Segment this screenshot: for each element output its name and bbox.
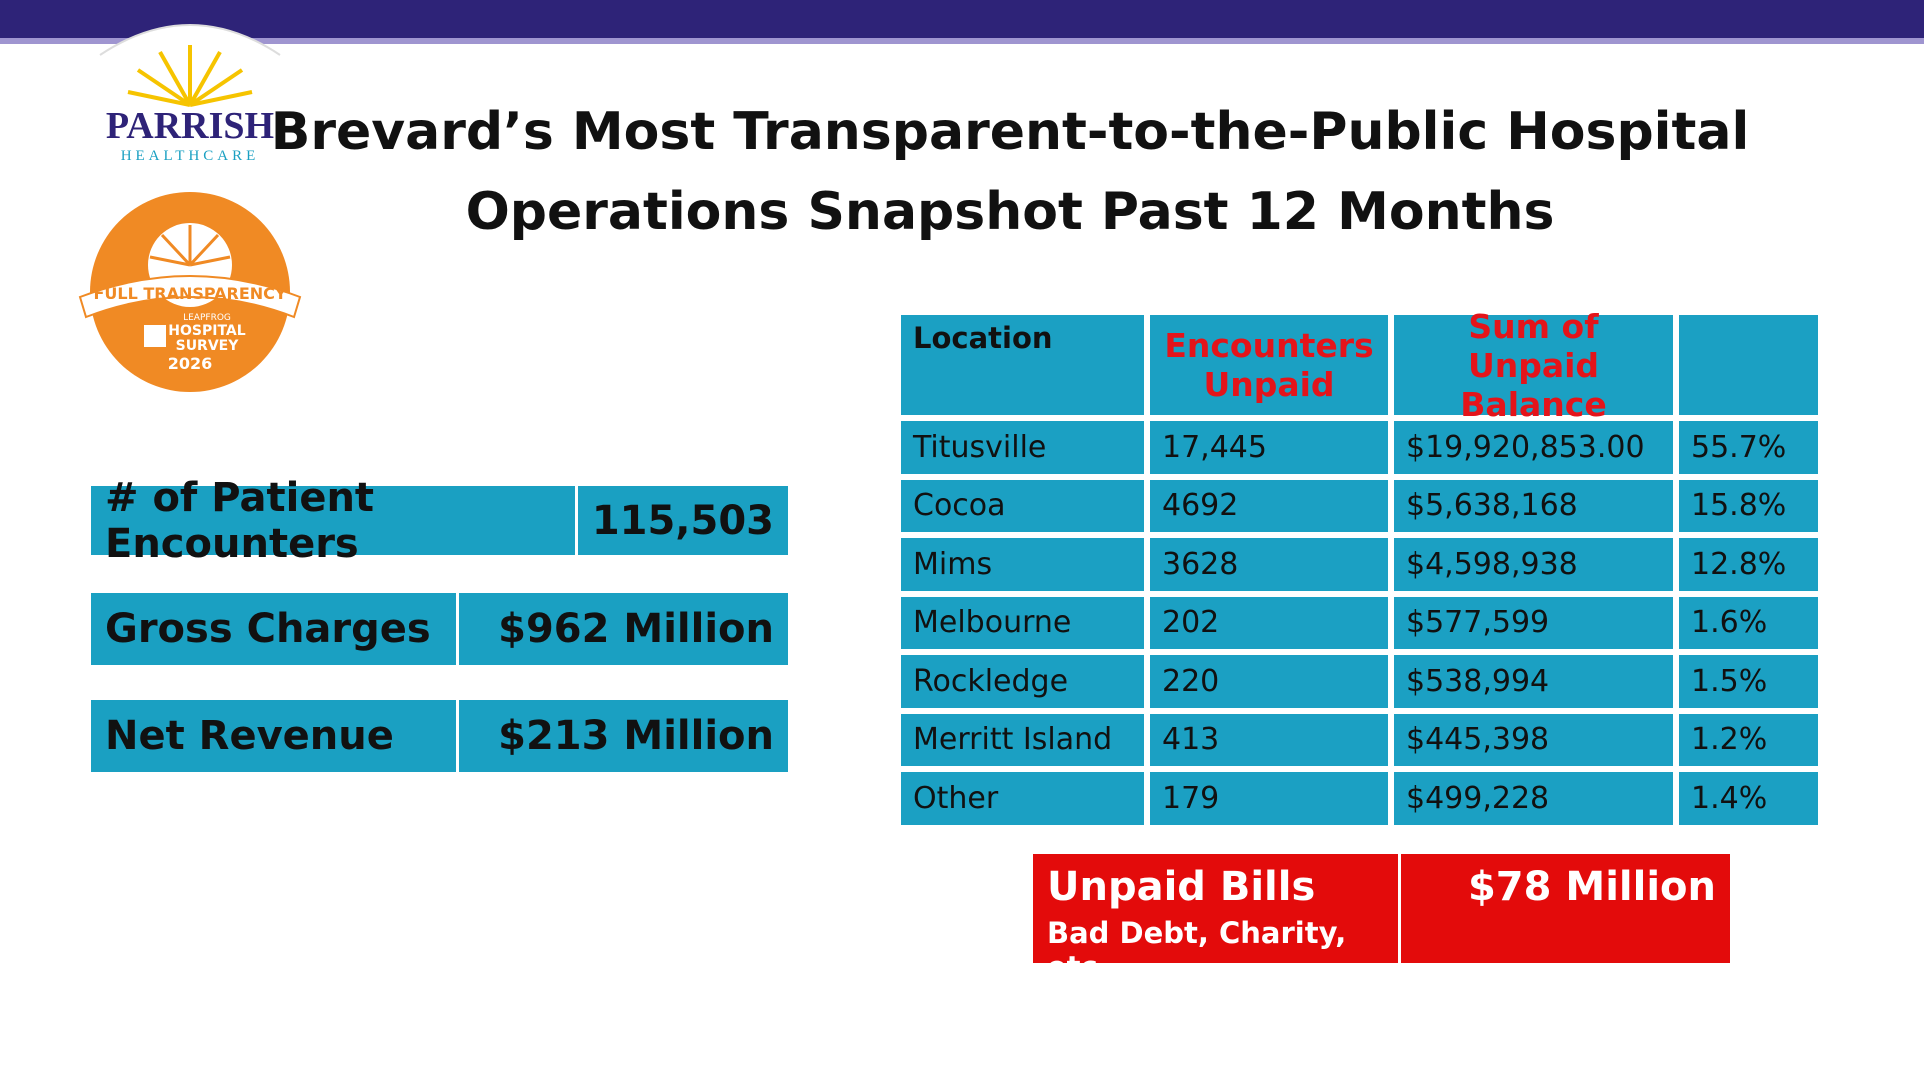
badge-line1: HOSPITAL: [168, 323, 245, 339]
table-cell: Rockledge: [898, 652, 1147, 711]
badge-org: LEAPFROG: [183, 313, 231, 323]
table-cell: 413: [1147, 710, 1391, 769]
table-cell: 1.2%: [1676, 710, 1821, 769]
table-cell: 1.6%: [1676, 593, 1821, 652]
table-header: Sum of Unpaid Balance: [1391, 307, 1676, 424]
table-cell: $499,228: [1391, 769, 1676, 828]
table-cell: 17,445: [1147, 418, 1391, 477]
table-cell: Melbourne: [898, 593, 1147, 652]
unpaid-sublabel: Bad Debt, Charity, etc.: [1047, 916, 1347, 984]
table-cell: $4,598,938: [1391, 535, 1676, 594]
metric-label: Net Revenue: [91, 700, 459, 772]
unpaid-value: $78 Million: [1467, 864, 1716, 910]
badge-year: 2026: [168, 354, 213, 373]
table-header: Location: [898, 312, 1147, 418]
table-cell: 1.4%: [1676, 769, 1821, 828]
badge-banner: FULL TRANSPARENCY: [93, 284, 286, 303]
metric-value: $962 Million: [498, 606, 774, 652]
metric-value: 115,503: [591, 497, 774, 544]
table-header: [1676, 312, 1821, 418]
table-cell: $538,994: [1391, 652, 1676, 711]
top-bar: [0, 0, 1924, 38]
title-line2: Operations Snapshot Past 12 Months: [465, 182, 1555, 242]
table-cell: $5,638,168: [1391, 476, 1676, 535]
logo-subtitle: HEALTHCARE: [121, 148, 260, 164]
metric-label: # of Patient Encounters: [91, 475, 578, 567]
table-cell: $19,920,853.00: [1391, 418, 1676, 477]
top-line: [0, 38, 1924, 44]
table-cell: 220: [1147, 652, 1391, 711]
logo-name: PARRISH: [106, 105, 274, 147]
table-cell: $577,599: [1391, 593, 1676, 652]
metric-box: # of Patient Encounters 115,503: [91, 475, 788, 567]
title-line1: Brevard’s Most Transparent-to-the-Public…: [270, 102, 1750, 162]
table-cell: 3628: [1147, 535, 1391, 594]
table-cell: 1.5%: [1676, 652, 1821, 711]
metric-box: Net Revenue $213 Million: [91, 700, 788, 772]
table-header: Encounters Unpaid: [1147, 312, 1391, 418]
unpaid-label: Unpaid Bills: [1047, 864, 1316, 910]
metric-label: Gross Charges: [91, 593, 459, 665]
table-cell: Titusville: [898, 418, 1147, 477]
table-cell: 55.7%: [1676, 418, 1821, 477]
table-cell: 179: [1147, 769, 1391, 828]
unpaid-box: Unpaid Bills Bad Debt, Charity, etc. $78…: [1033, 854, 1730, 984]
table-cell: Other: [898, 769, 1147, 828]
table-cell: Mims: [898, 535, 1147, 594]
table-cell: $445,398: [1391, 710, 1676, 769]
table-cell: Cocoa: [898, 476, 1147, 535]
badge-line2: SURVEY: [176, 338, 240, 354]
metric-box: Gross Charges $962 Million: [91, 593, 788, 665]
metric-value: $213 Million: [498, 713, 774, 759]
table-cell: 202: [1147, 593, 1391, 652]
table-cell: 12.8%: [1676, 535, 1821, 594]
table-cell: 4692: [1147, 476, 1391, 535]
logo: PARRISH HEALTHCARE: [99, 24, 281, 164]
table-cell: Merritt Island: [898, 710, 1147, 769]
table-cell: 15.8%: [1676, 476, 1821, 535]
badge: FULL TRANSPARENCY LEAPFROG HOSPITAL SURV…: [78, 192, 302, 392]
